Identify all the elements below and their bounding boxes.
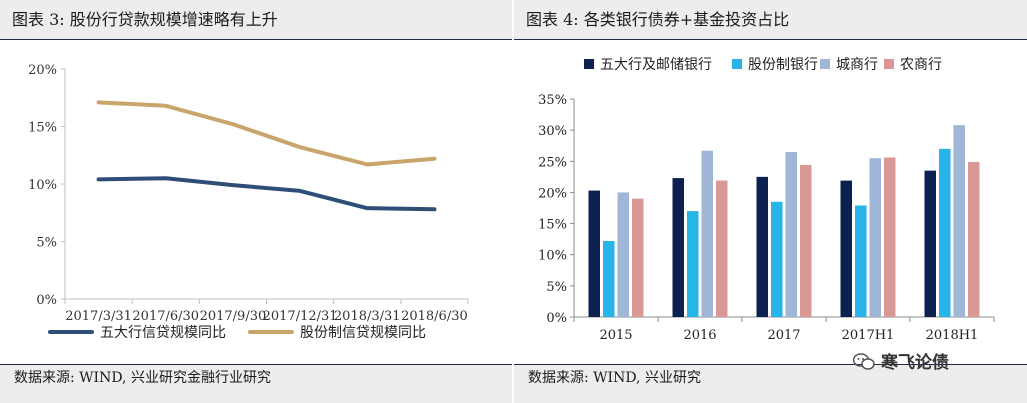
y-tick-label: 15% bbox=[28, 121, 57, 136]
legend-label: 股份制银行 bbox=[748, 57, 818, 73]
bar-3 bbox=[953, 125, 965, 317]
bar-4 bbox=[632, 198, 644, 317]
bar-2 bbox=[771, 201, 783, 317]
y-tick-label: 20% bbox=[538, 186, 567, 201]
wechat-icon bbox=[852, 353, 875, 371]
bar-1 bbox=[840, 180, 852, 317]
left-chart-panel: 图表 3: 股份行贷款规模增速略有上升 0% 5% 10% 15% 20% 2017/3/… bbox=[0, 0, 513, 403]
legend-swatch bbox=[732, 59, 742, 69]
x-tick-label: 2017/9/30 bbox=[200, 309, 267, 324]
bar-3 bbox=[785, 151, 797, 317]
bar-2 bbox=[603, 241, 615, 317]
y-tick-label: 0% bbox=[546, 311, 567, 326]
left-chart-title: 图表 3: 股份行贷款规模增速略有上升 bbox=[0, 0, 513, 40]
bar-1 bbox=[756, 176, 768, 317]
legend-swatch bbox=[884, 59, 894, 69]
y-tick-label: 20% bbox=[28, 63, 57, 78]
left-chart-source: 数据来源: WIND, 兴业研究金融行业研究 bbox=[0, 364, 513, 403]
bar-chart: 0% 5% 10% 15% 20% 25% 30% 35% 2015 2016 2017 2017H1… bbox=[538, 57, 995, 343]
x-tick-label: 2017/12/31 bbox=[263, 309, 338, 324]
y-tick-label: 10% bbox=[538, 249, 567, 264]
bar-4 bbox=[716, 180, 728, 317]
x-tick-label: 2015 bbox=[599, 328, 632, 343]
legend-label: 股份制信贷规模同比 bbox=[300, 325, 426, 341]
bar-4 bbox=[884, 157, 896, 317]
legend-swatch bbox=[820, 59, 830, 69]
x-tick-label: 2018H1 bbox=[926, 328, 979, 343]
legend-swatch bbox=[584, 59, 594, 69]
watermark-text: 寒飞论债 bbox=[881, 353, 949, 373]
legend-label: 五大行及邮储银行 bbox=[600, 57, 712, 73]
bar-2 bbox=[855, 205, 867, 317]
series-line-2 bbox=[96, 100, 437, 167]
line-chart: 0% 5% 10% 15% 20% 2017/3/31 2017/6/30 2017/9/30… bbox=[28, 63, 469, 341]
x-tick-label: 2017/6/30 bbox=[132, 309, 199, 324]
legend-label: 五大行信贷规模同比 bbox=[100, 325, 226, 341]
panel-divider bbox=[512, 0, 514, 403]
legend-label: 城商行 bbox=[836, 57, 878, 73]
bar-1 bbox=[924, 170, 936, 317]
bar-2 bbox=[939, 148, 951, 317]
watermark: 寒飞论债 bbox=[852, 348, 1003, 374]
bar-2 bbox=[687, 211, 699, 317]
y-tick-label: 25% bbox=[538, 155, 567, 170]
bar-3 bbox=[869, 158, 881, 317]
bar-1 bbox=[672, 178, 684, 317]
y-tick-label: 5% bbox=[546, 280, 567, 295]
bar-4 bbox=[968, 161, 980, 317]
right-chart-panel: 图表 4: 各类银行债券+基金投资占比 0% 5% 10% 15% 20% 25% 30% 3… bbox=[514, 0, 1027, 403]
y-tick-label: 35% bbox=[538, 93, 567, 108]
legend-label: 农商行 bbox=[900, 57, 942, 73]
bar-1 bbox=[588, 190, 600, 317]
x-tick-label: 2017H1 bbox=[842, 328, 895, 343]
y-tick-label: 5% bbox=[36, 236, 57, 251]
bar-3 bbox=[617, 192, 629, 317]
y-tick-label: 0% bbox=[36, 293, 57, 308]
bar-3 bbox=[701, 150, 713, 317]
y-tick-label: 10% bbox=[28, 178, 57, 193]
bar-4 bbox=[800, 165, 812, 317]
y-tick-label: 15% bbox=[538, 218, 567, 233]
x-tick-label: 2018/3/31 bbox=[334, 309, 401, 324]
right-chart-source: 数据来源: WIND, 兴业研究 bbox=[514, 364, 1027, 403]
y-tick-label: 30% bbox=[538, 124, 567, 139]
series-line-1 bbox=[96, 176, 437, 212]
x-tick-label: 2018/6/30 bbox=[401, 309, 468, 324]
x-tick-label: 2017/3/31 bbox=[65, 309, 132, 324]
x-tick-label: 2016 bbox=[683, 328, 716, 343]
x-tick-label: 2017 bbox=[767, 328, 800, 343]
right-chart-title: 图表 4: 各类银行债券+基金投资占比 bbox=[514, 0, 1027, 40]
